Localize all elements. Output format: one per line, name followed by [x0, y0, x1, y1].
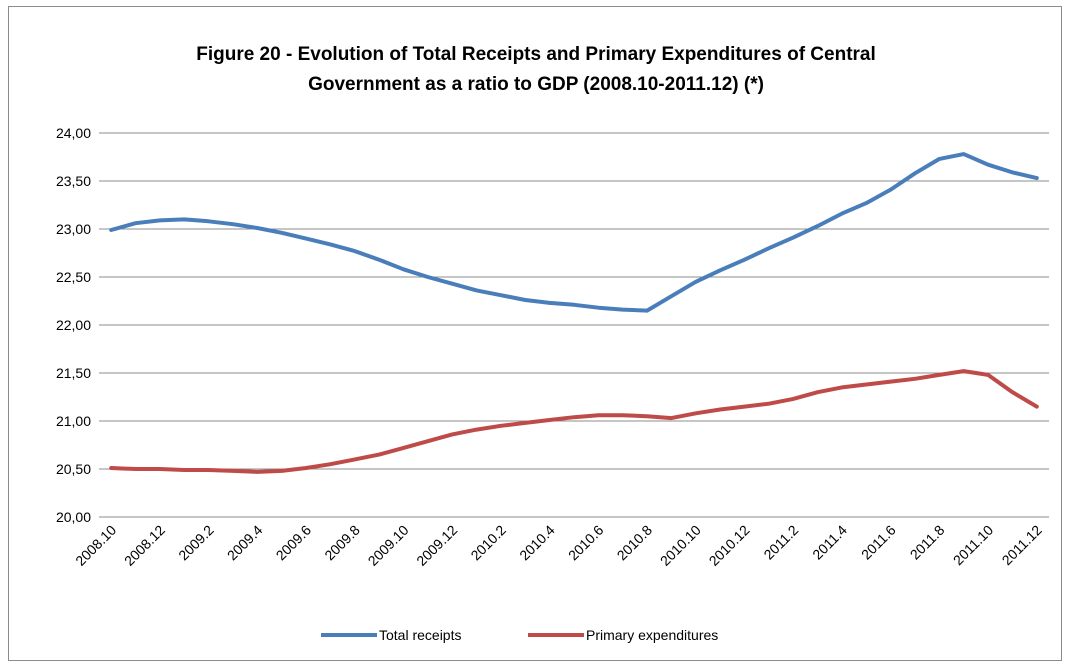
- y-tick-label: 20,50: [56, 461, 91, 477]
- x-tick-label: 2010.2: [467, 522, 509, 564]
- x-tick-label: 2010.6: [565, 522, 607, 564]
- y-tick-label: 21,00: [56, 413, 91, 429]
- chart-frame: Figure 20 - Evolution of Total Receipts …: [8, 6, 1062, 661]
- legend: Total receipts Primary expenditures: [321, 627, 718, 643]
- chart-title-line-2: Government as a ratio to GDP (2008.10-20…: [308, 74, 764, 95]
- y-tick-label: 20,00: [56, 509, 91, 525]
- series-lines: [109, 152, 1039, 474]
- x-tick-label: 2009.8: [321, 522, 363, 564]
- x-axis-tick-labels: 2008.10 2008.12 2009.2 2009.4 2009.6 2009.8 20…: [72, 522, 1045, 569]
- x-tick-label: 2011.12: [999, 522, 1046, 569]
- legend-label: Primary expenditures: [586, 627, 718, 643]
- y-tick-label: 21,50: [56, 365, 91, 381]
- x-tick-label: 2011.6: [858, 522, 899, 563]
- x-tick-label: 2011.2: [760, 522, 801, 563]
- x-tick-label: 2009.6: [273, 522, 315, 564]
- legend-label: Total receipts: [379, 627, 461, 643]
- y-tick-label: 23,50: [56, 173, 91, 189]
- x-tick-label: 2009.10: [365, 522, 412, 569]
- x-tick-label: 2010.10: [657, 522, 704, 569]
- line-chart: Figure 20 - Evolution of Total Receipts …: [56, 44, 1049, 643]
- y-axis-tick-labels: 20,00 20,50 21,00 21,50 22,00 22,50 23,00 23,50…: [56, 125, 91, 525]
- y-tick-label: 22,00: [56, 317, 91, 333]
- x-tick-label: 2009.2: [175, 522, 217, 564]
- x-tick-label: 2011.10: [950, 522, 997, 569]
- y-tick-label: 24,00: [56, 125, 91, 141]
- y-tick-label: 22,50: [56, 269, 91, 285]
- x-tick-label: 2011.8: [907, 522, 948, 563]
- series-line-total-receipts: [109, 152, 1039, 313]
- x-tick-label: 2010.8: [614, 522, 656, 564]
- chart-title: Figure 20 - Evolution of Total Receipts …: [196, 44, 876, 95]
- x-tick-label: 2008.10: [72, 522, 119, 569]
- x-tick-label: 2009.12: [413, 522, 460, 569]
- x-tick-label: 2011.4: [809, 522, 850, 563]
- series-line-primary-expenditures: [109, 369, 1039, 474]
- x-tick-label: 2008.12: [121, 522, 168, 569]
- x-tick-label: 2009.4: [224, 522, 266, 564]
- x-tick-label: 2010.12: [706, 522, 753, 569]
- gridlines: [99, 132, 1049, 518]
- y-tick-label: 23,00: [56, 221, 91, 237]
- chart-title-line-1: Figure 20 - Evolution of Total Receipts …: [196, 44, 876, 65]
- x-tick-label: 2010.4: [516, 522, 558, 564]
